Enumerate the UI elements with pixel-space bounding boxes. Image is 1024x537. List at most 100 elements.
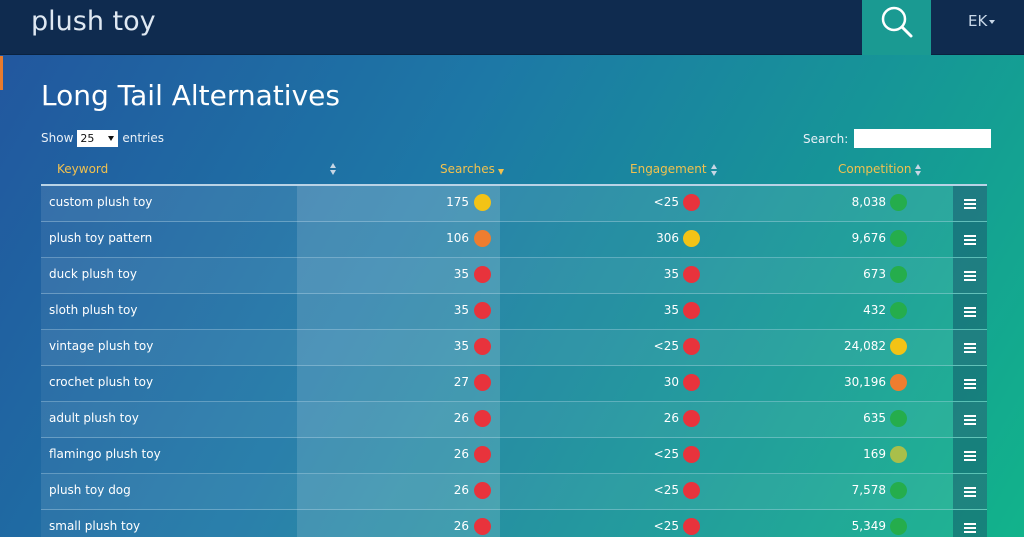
- search-icon: [881, 6, 913, 38]
- competition-indicator: [890, 338, 907, 355]
- search-label: Search:: [803, 131, 849, 146]
- engagement-cell: <25: [653, 195, 679, 209]
- keyword-cell[interactable]: custom plush toy: [49, 195, 153, 209]
- engagement-cell: <25: [653, 339, 679, 353]
- keyword-cell[interactable]: small plush toy: [49, 519, 141, 533]
- keyword-cell[interactable]: plush toy dog: [49, 483, 131, 497]
- table-row[interactable]: plush toy pattern 106 306 9,676: [41, 222, 987, 258]
- list-icon: [964, 495, 976, 497]
- keyword-cell[interactable]: crochet plush toy: [49, 375, 154, 389]
- competition-indicator: [890, 374, 907, 391]
- column-header-searches-label: Searches: [440, 162, 495, 176]
- keyword-cell[interactable]: plush toy pattern: [49, 231, 153, 245]
- column-header-keyword[interactable]: Keyword: [57, 154, 337, 184]
- list-icon: [964, 235, 976, 237]
- competition-cell: 30,196: [844, 375, 886, 389]
- user-initials: EK: [968, 12, 988, 30]
- table-body: custom plush toy 175 <25 8,038 plush toy…: [41, 186, 987, 537]
- table-row[interactable]: duck plush toy 35 35 673: [41, 258, 987, 294]
- keyword-cell[interactable]: flamingo plush toy: [49, 447, 161, 461]
- list-icon: [964, 459, 976, 461]
- competition-cell: 169: [863, 447, 886, 461]
- sort-icon[interactable]: [330, 163, 337, 175]
- searches-indicator: [474, 338, 491, 355]
- competition-cell: 673: [863, 267, 886, 281]
- user-menu[interactable]: EK: [968, 10, 996, 32]
- engagement-cell: 35: [663, 303, 679, 317]
- table-row[interactable]: plush toy dog 26 <25 7,578: [41, 474, 987, 510]
- sort-icon: [915, 163, 922, 176]
- engagement-cell: 30: [663, 375, 679, 389]
- details-button[interactable]: [953, 438, 987, 473]
- list-icon: [964, 423, 976, 425]
- searches-indicator: [474, 302, 491, 319]
- engagement-indicator: [683, 302, 700, 319]
- table-row[interactable]: flamingo plush toy 26 <25 169: [41, 438, 987, 474]
- sort-desc-icon: [497, 168, 504, 175]
- list-icon: [964, 387, 976, 389]
- list-icon: [964, 491, 976, 493]
- engagement-cell: <25: [653, 519, 679, 533]
- page-title: Long Tail Alternatives: [41, 79, 340, 112]
- search-input[interactable]: [854, 129, 992, 148]
- keyword-cell[interactable]: vintage plush toy: [49, 339, 154, 353]
- details-button[interactable]: [953, 294, 987, 329]
- details-button[interactable]: [953, 186, 987, 221]
- details-button[interactable]: [953, 330, 987, 365]
- searches-cell: 175: [446, 195, 469, 209]
- column-header-keyword-label: Keyword: [57, 162, 109, 176]
- table-search: Search:: [803, 129, 992, 148]
- engagement-indicator: [683, 518, 700, 535]
- searches-cell: 26: [453, 447, 469, 461]
- list-icon: [964, 451, 976, 453]
- competition-indicator: [890, 446, 907, 463]
- table-row[interactable]: sloth plush toy 35 35 432: [41, 294, 987, 330]
- competition-cell: 24,082: [844, 339, 886, 353]
- table-row[interactable]: custom plush toy 175 <25 8,038: [41, 186, 987, 222]
- search-query-text[interactable]: plush toy: [31, 6, 156, 37]
- column-header-competition[interactable]: Competition: [838, 154, 978, 184]
- details-button[interactable]: [953, 222, 987, 257]
- list-icon: [964, 351, 976, 353]
- keyword-cell[interactable]: adult plush toy: [49, 411, 139, 425]
- searches-indicator: [474, 446, 491, 463]
- details-button[interactable]: [953, 474, 987, 509]
- entries-select[interactable]: 25: [77, 129, 119, 147]
- competition-indicator: [890, 518, 907, 535]
- dropdown-arrow-icon: [108, 135, 115, 141]
- column-header-engagement[interactable]: Engagement: [630, 154, 770, 184]
- engagement-indicator: [683, 194, 700, 211]
- searches-indicator: [474, 230, 491, 247]
- list-icon: [964, 523, 976, 525]
- table-row[interactable]: small plush toy 26 <25 5,349: [41, 510, 987, 537]
- list-icon: [964, 243, 976, 245]
- table-row[interactable]: adult plush toy 26 26 635: [41, 402, 987, 438]
- list-icon: [964, 239, 976, 241]
- details-button[interactable]: [953, 258, 987, 293]
- list-icon: [964, 343, 976, 345]
- table-row[interactable]: vintage plush toy 35 <25 24,082: [41, 330, 987, 366]
- searches-indicator: [474, 266, 491, 283]
- details-button[interactable]: [953, 510, 987, 537]
- top-bar: plush toy EK: [0, 0, 1024, 55]
- keyword-cell[interactable]: duck plush toy: [49, 267, 137, 281]
- list-icon: [964, 315, 976, 317]
- list-icon: [964, 347, 976, 349]
- details-button[interactable]: [953, 366, 987, 401]
- show-entries-control: Show 25 entries: [41, 129, 164, 147]
- column-header-searches[interactable]: Searches: [440, 154, 560, 184]
- competition-cell: 8,038: [851, 195, 886, 209]
- competition-indicator: [890, 266, 907, 283]
- search-button[interactable]: [862, 0, 931, 55]
- competition-indicator: [890, 410, 907, 427]
- searches-indicator: [474, 194, 491, 211]
- engagement-indicator: [683, 410, 700, 427]
- list-icon: [964, 455, 976, 457]
- keyword-cell[interactable]: sloth plush toy: [49, 303, 138, 317]
- list-icon: [964, 203, 976, 205]
- table-row[interactable]: crochet plush toy 27 30 30,196: [41, 366, 987, 402]
- details-button[interactable]: [953, 402, 987, 437]
- list-icon: [964, 419, 976, 421]
- list-icon: [964, 527, 976, 529]
- searches-indicator: [474, 410, 491, 427]
